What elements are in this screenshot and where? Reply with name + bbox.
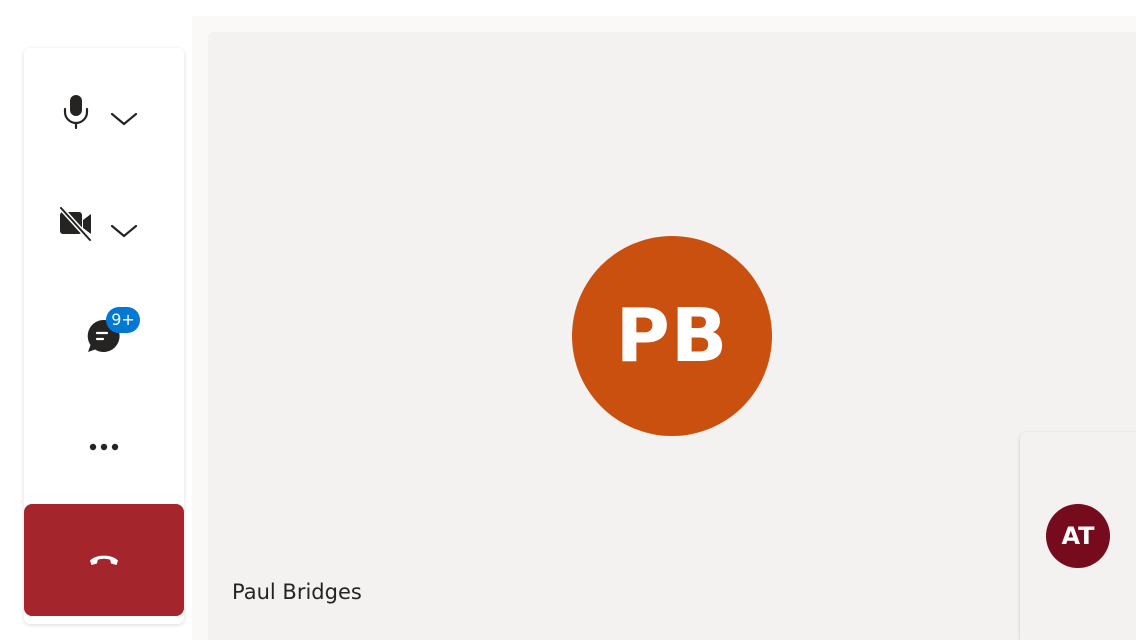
self-avatar: AT bbox=[1046, 504, 1110, 568]
hang-up-button[interactable] bbox=[24, 504, 184, 616]
participant-avatar: PB bbox=[572, 236, 772, 436]
video-off-icon bbox=[58, 207, 93, 241]
chevron-down-icon[interactable] bbox=[110, 111, 138, 127]
self-video-tile[interactable]: AT bbox=[1020, 432, 1136, 640]
main-video-tile: PB Paul Bridges bbox=[208, 32, 1136, 640]
more-options-icon bbox=[89, 443, 119, 451]
hang-up-icon bbox=[90, 555, 118, 565]
chevron-down-icon[interactable] bbox=[110, 223, 138, 239]
chat-button[interactable] bbox=[24, 272, 184, 384]
call-control-bar: 9+ bbox=[24, 48, 184, 624]
participant-name: Paul Bridges bbox=[232, 580, 362, 604]
unread-messages-badge: 9+ bbox=[106, 307, 140, 333]
more-options-button[interactable] bbox=[24, 384, 184, 496]
microphone-icon bbox=[63, 95, 89, 130]
camera-button[interactable] bbox=[24, 160, 184, 272]
microphone-button[interactable] bbox=[24, 48, 184, 160]
